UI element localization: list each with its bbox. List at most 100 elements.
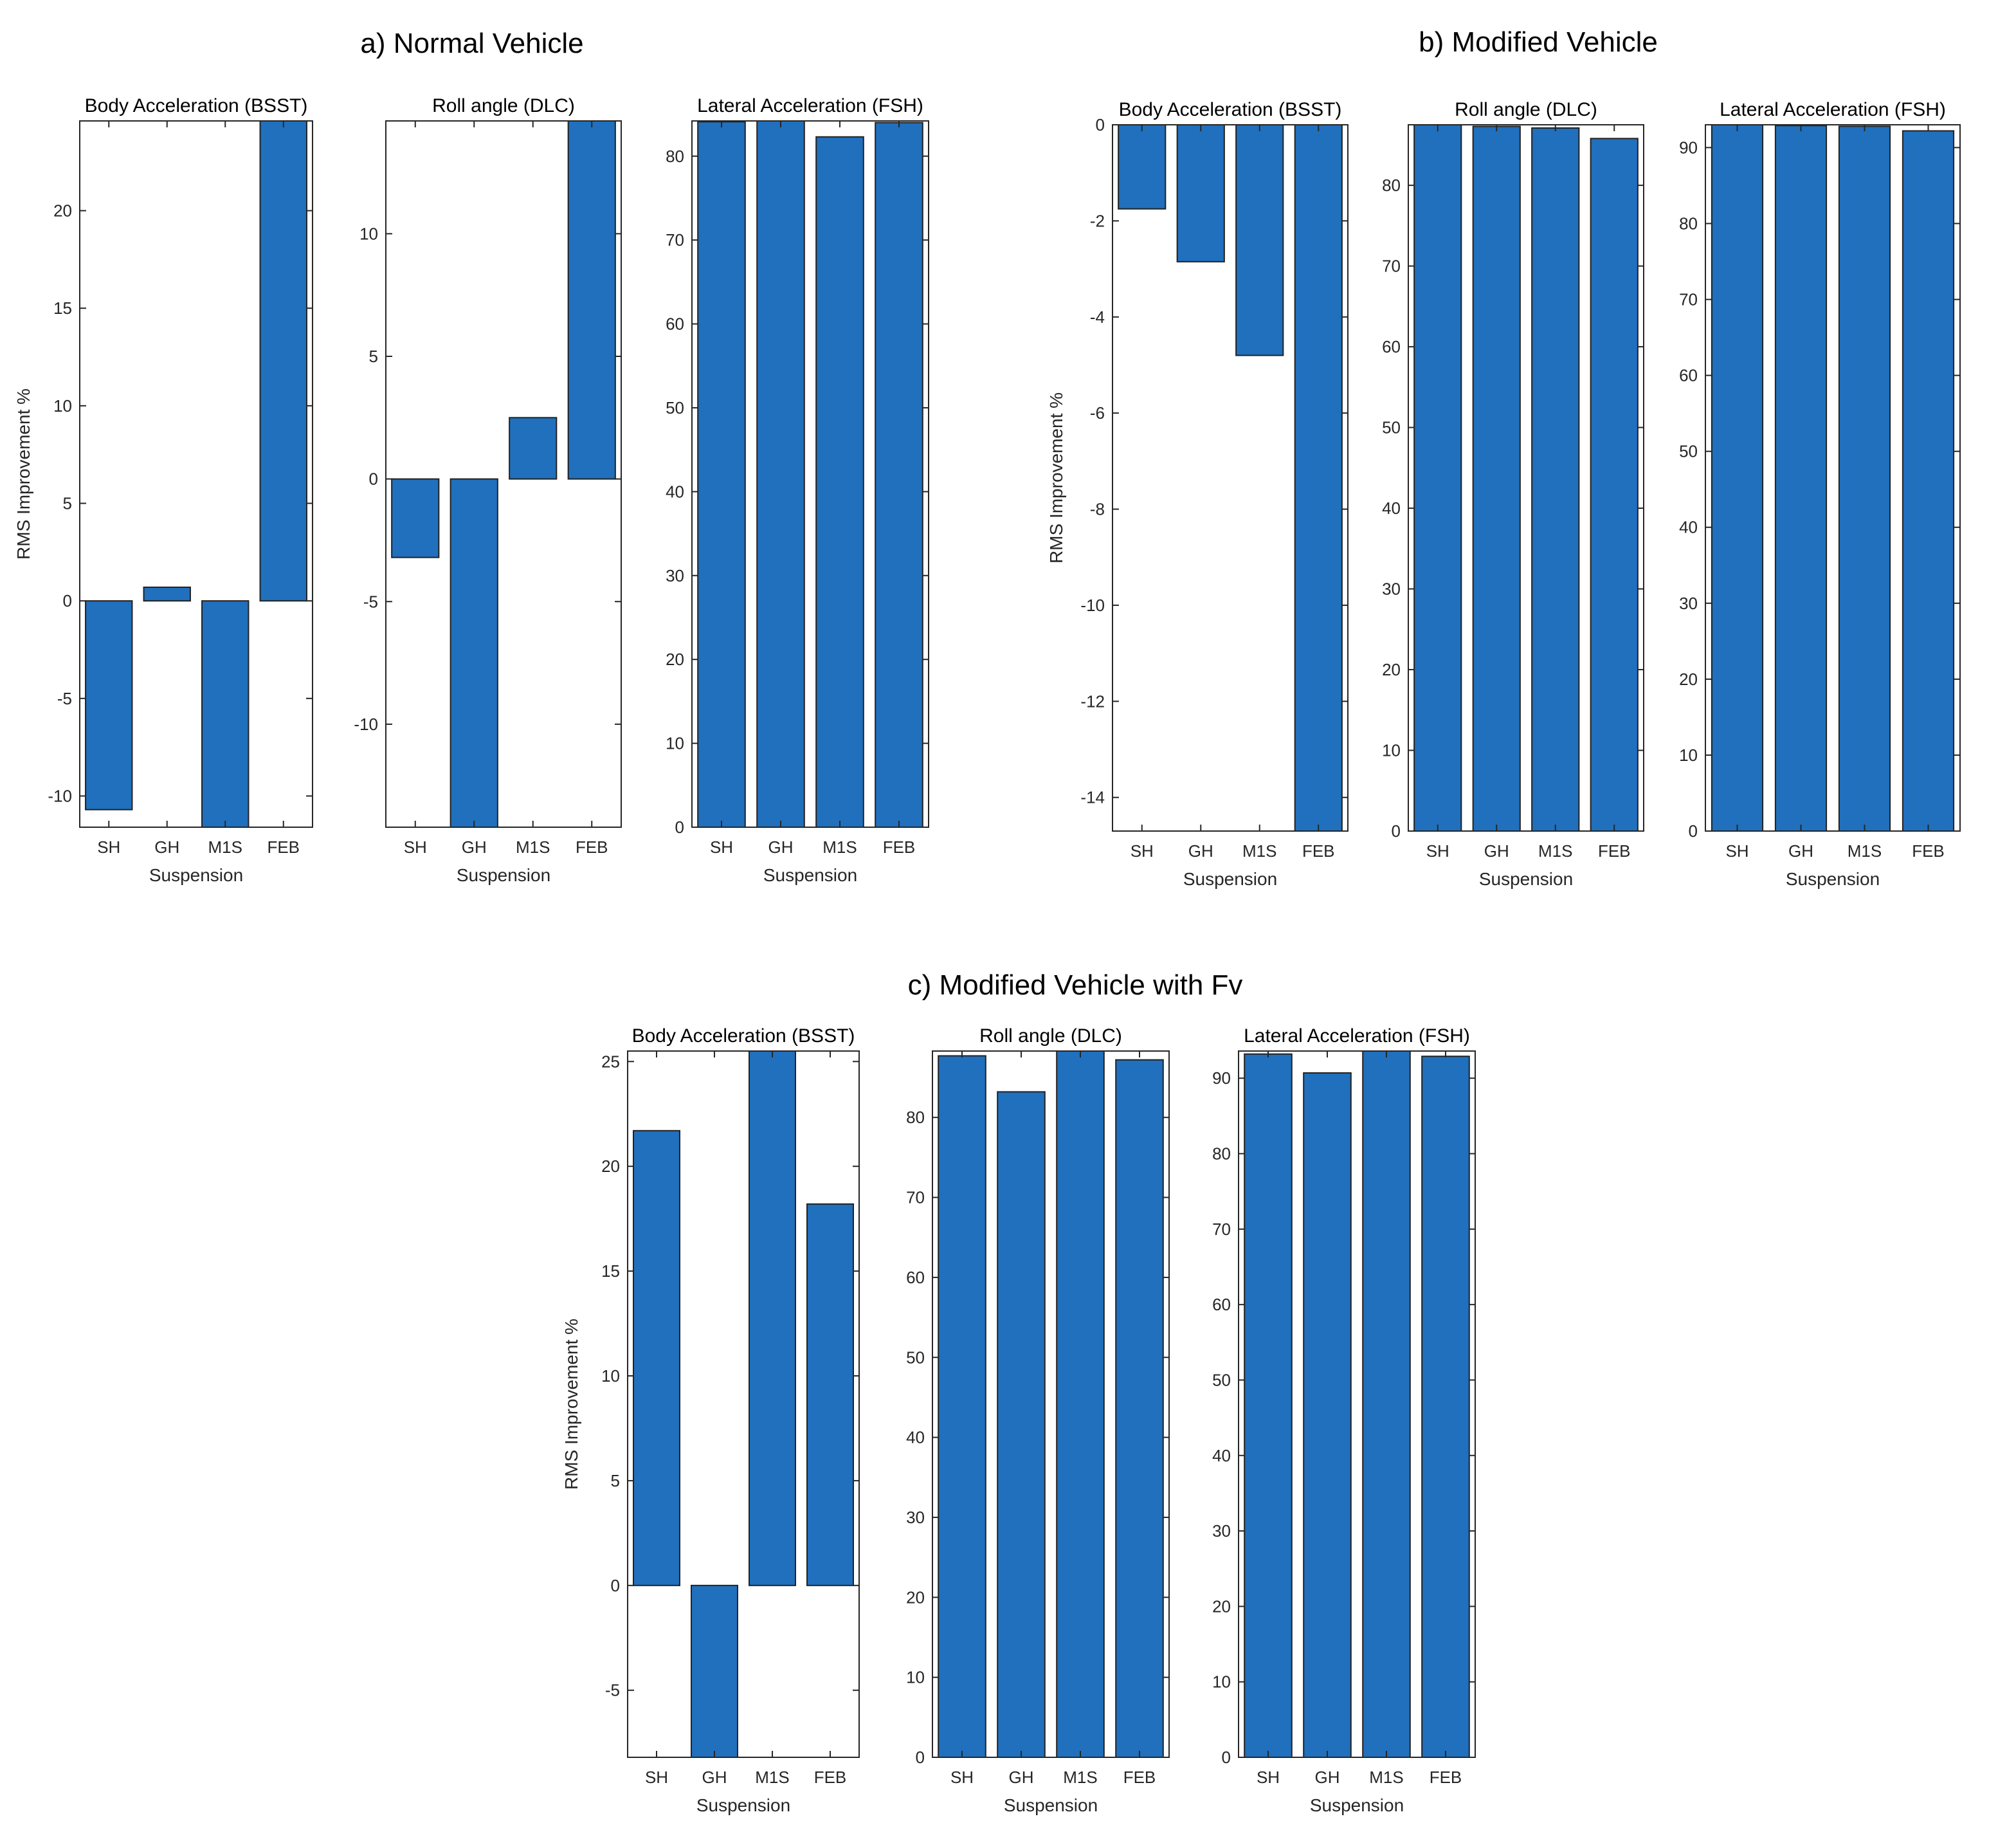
xtick-label: FEB: [814, 1768, 847, 1787]
panel-0: -10 -5 0 5 10 15 20 SH GH M1S FEB Body Acceleration…: [14, 95, 313, 885]
group-title-c: c) Modified Vehicle with Fv: [908, 969, 1243, 1001]
panel-4: 0 10 20 30 40 50 60 70 80 SH GH M1S FEB Roll angle (D…: [1382, 99, 1644, 889]
xtick-label: FEB: [1430, 1768, 1462, 1787]
ytick-label: 20: [1382, 660, 1401, 679]
xtick-label: GH: [462, 837, 487, 857]
ytick-label: -8: [1090, 500, 1105, 519]
ytick-label: 10: [1679, 746, 1698, 765]
panel-8: 0 10 20 30 40 50 60 70 80 90 SH GH M1S FEB Lateral Acc…: [1212, 1025, 1476, 1815]
panel-title: Roll angle (DLC): [1455, 99, 1597, 120]
xtick-label: SH: [1426, 841, 1449, 861]
ytick-label: 20: [601, 1157, 620, 1176]
bar-gh: [450, 478, 498, 828]
ytick-label: 0: [611, 1576, 620, 1595]
panel-title: Body Acceleration (BSST): [632, 1025, 855, 1047]
bar-sh: [697, 121, 746, 828]
ytick-label: 50: [1382, 418, 1401, 437]
ytick-label: 50: [666, 398, 684, 417]
xtick-label: M1S: [1538, 841, 1572, 861]
xtick-label: M1S: [1063, 1768, 1097, 1787]
ytick-label: 50: [1679, 442, 1698, 461]
ytick-label: 20: [906, 1587, 925, 1607]
xtick-label: GH: [702, 1768, 727, 1787]
xtick-label: M1S: [1369, 1768, 1403, 1787]
ytick-label: 30: [906, 1508, 925, 1527]
bar-feb: [1294, 124, 1343, 832]
xtick-label: M1S: [755, 1768, 789, 1787]
bar-m1s: [1056, 1050, 1105, 1758]
bar-m1s: [509, 417, 558, 480]
ytick-label: 90: [1212, 1068, 1231, 1088]
panel-6: -5 0 5 10 15 20 25 SH GH M1S FEB Body Acceleration …: [561, 1025, 860, 1815]
ytick-label: 20: [1212, 1597, 1231, 1616]
xtick-label: SH: [645, 1768, 668, 1787]
panel-5: 0 10 20 30 40 50 60 70 80 90 SH GH M1S FEB Lateral Acc…: [1679, 99, 1961, 889]
panel-2: 0 10 20 30 40 50 60 70 80 SH GH M1S FEB Lateral Accel…: [666, 95, 929, 885]
ytick-label: 0: [1222, 1748, 1231, 1767]
group-title-a: a) Normal Vehicle: [360, 28, 583, 59]
bar-sh: [391, 478, 440, 558]
axes-box: [691, 120, 929, 828]
bar-sh: [1413, 124, 1462, 832]
ytick-label: 40: [666, 482, 684, 501]
bar-gh: [1472, 125, 1521, 832]
axes-box: [1705, 124, 1961, 832]
bar-m1s: [815, 136, 864, 828]
xtick-label: SH: [950, 1768, 974, 1787]
xtick-label: FEB: [1912, 841, 1945, 861]
ytick-label: 10: [359, 224, 378, 243]
ytick-label: 10: [601, 1366, 620, 1386]
ytick-label: 60: [906, 1268, 925, 1287]
ytick-label: 30: [1212, 1521, 1231, 1541]
axes-box: [932, 1050, 1170, 1758]
ytick-label: -10: [354, 715, 378, 734]
xtick-label: FEB: [1598, 841, 1631, 861]
bar-feb: [1590, 138, 1639, 832]
xtick-label: M1S: [1848, 841, 1882, 861]
ytick-label: 40: [1382, 499, 1401, 518]
ytick-label: 10: [1382, 741, 1401, 760]
ytick-label: 70: [1679, 290, 1698, 309]
panel-title: Lateral Acceleration (FSH): [697, 95, 923, 116]
xtick-label: SH: [1131, 841, 1154, 861]
ytick-label: 0: [369, 470, 378, 489]
xtick-label: GH: [154, 837, 179, 857]
xtick-label: GH: [1009, 1768, 1034, 1787]
ytick-label: 60: [1212, 1295, 1231, 1314]
ytick-label: 40: [1212, 1446, 1231, 1465]
bar-feb: [1421, 1056, 1470, 1758]
ytick-label: 80: [1212, 1144, 1231, 1164]
ytick-label: 80: [906, 1108, 925, 1127]
y-axis-label: RMS Improvement %: [1046, 392, 1066, 563]
ytick-label: -4: [1090, 307, 1105, 327]
ytick-label: -5: [57, 689, 72, 708]
ytick-label: 50: [1212, 1370, 1231, 1389]
ytick-label: -10: [1080, 596, 1105, 615]
group-title-b: b) Modified Vehicle: [1419, 26, 1658, 58]
panel-3: -14 -12 -10 -8 -6 -4 -2 0 SH GH M1S FEB Body Acceler…: [1046, 99, 1349, 889]
xtick-label: GH: [1315, 1768, 1340, 1787]
ytick-label: 0: [1096, 115, 1105, 134]
ytick-label: 80: [1382, 176, 1401, 195]
x-axis-label: Suspension: [457, 865, 550, 885]
bar-feb: [567, 120, 616, 480]
ytick-label: -12: [1080, 691, 1105, 711]
xtick-label: GH: [1484, 841, 1509, 861]
bar-m1s: [1235, 124, 1284, 356]
xtick-label: FEB: [883, 837, 916, 857]
ytick-label: -5: [363, 592, 378, 611]
ytick-label: 0: [675, 818, 684, 837]
ytick-label: 90: [1679, 138, 1698, 157]
ytick-label: 60: [1382, 337, 1401, 356]
panel-title: Lateral Acceleration (FSH): [1244, 1025, 1470, 1047]
x-axis-label: Suspension: [149, 865, 243, 885]
ytick-label: 30: [666, 566, 684, 585]
xtick-label: M1S: [822, 837, 857, 857]
y-axis-label: RMS Improvement %: [561, 1319, 581, 1490]
ytick-label: 80: [666, 147, 684, 166]
bar-feb: [875, 122, 923, 828]
xtick-label: M1S: [1242, 841, 1276, 861]
bar-gh: [143, 586, 191, 602]
panel-title: Roll angle (DLC): [979, 1025, 1122, 1047]
